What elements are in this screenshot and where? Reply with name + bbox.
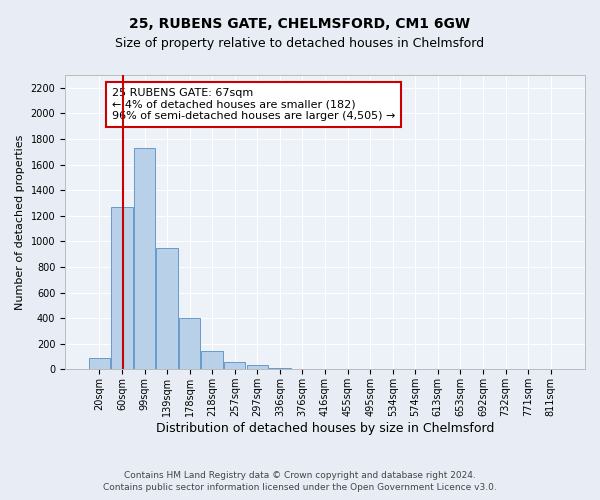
Text: Size of property relative to detached houses in Chelmsford: Size of property relative to detached ho… — [115, 38, 485, 51]
Bar — [111, 207, 133, 370]
Bar — [269, 368, 290, 370]
Bar — [292, 368, 313, 370]
Bar — [224, 362, 245, 370]
Text: Contains HM Land Registry data © Crown copyright and database right 2024.
Contai: Contains HM Land Registry data © Crown c… — [103, 471, 497, 492]
Bar — [89, 358, 110, 370]
Bar — [247, 366, 268, 370]
Text: 25, RUBENS GATE, CHELMSFORD, CM1 6GW: 25, RUBENS GATE, CHELMSFORD, CM1 6GW — [130, 18, 470, 32]
Text: 25 RUBENS GATE: 67sqm
← 4% of detached houses are smaller (182)
96% of semi-deta: 25 RUBENS GATE: 67sqm ← 4% of detached h… — [112, 88, 395, 121]
Bar — [134, 148, 155, 370]
Bar — [157, 248, 178, 370]
Bar — [202, 352, 223, 370]
X-axis label: Distribution of detached houses by size in Chelmsford: Distribution of detached houses by size … — [156, 422, 494, 435]
Bar — [179, 318, 200, 370]
Y-axis label: Number of detached properties: Number of detached properties — [15, 134, 25, 310]
